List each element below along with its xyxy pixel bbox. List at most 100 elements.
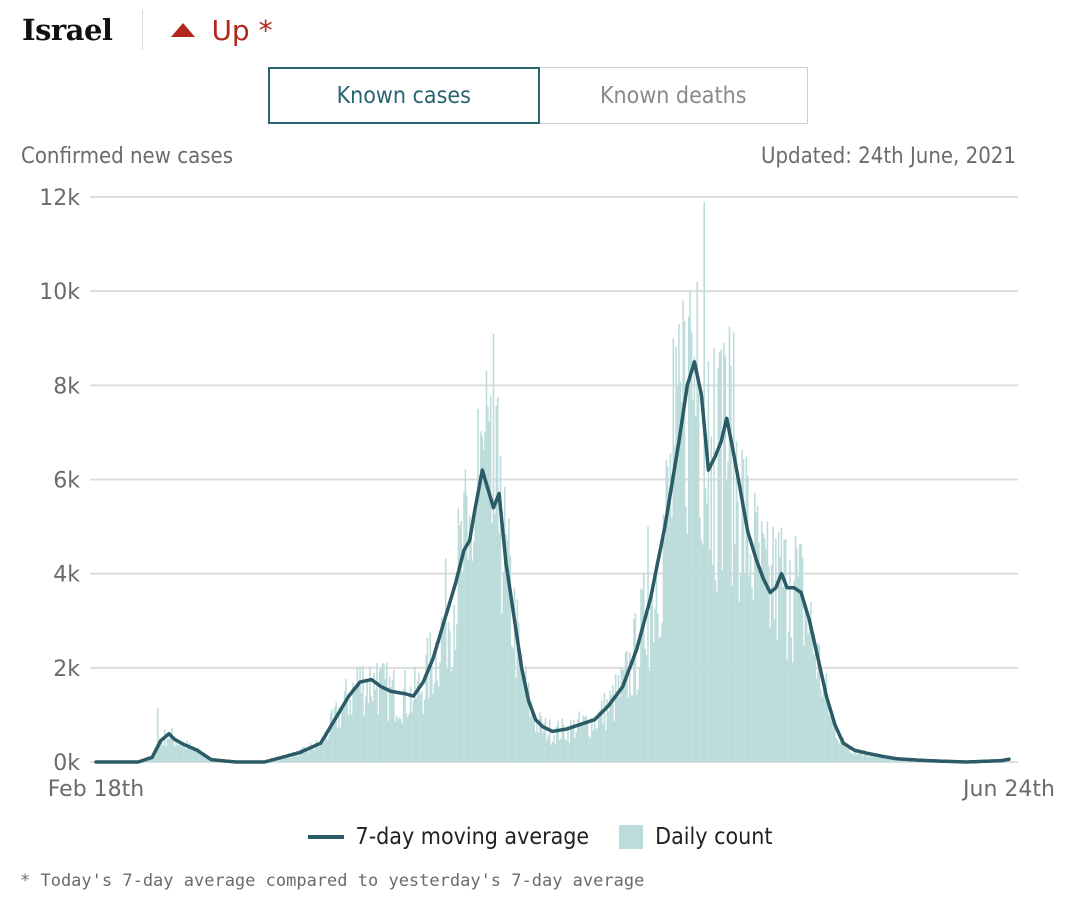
daily-bar [665,460,668,762]
daily-bar [442,622,444,762]
daily-bar [280,757,283,762]
daily-bar [463,491,465,762]
y-tick-label: 6k [53,469,80,494]
daily-bar [731,585,734,762]
x-start-label: Feb 18th [48,777,145,802]
daily-bar [596,728,599,762]
daily-bar [151,756,153,762]
y-tick-label: 2k [53,657,80,682]
daily-bar [886,756,888,762]
daily-bar [173,746,176,762]
daily-bar [428,698,430,762]
daily-bar [516,599,519,762]
daily-bar [194,749,197,762]
daily-bar [543,722,545,762]
daily-bar [454,649,457,762]
daily-bar [897,759,899,762]
daily-bar [650,605,652,762]
daily-bar [343,691,346,762]
daily-bar [457,508,460,762]
daily-bar [787,631,790,762]
y-tick-label: 4k [53,563,80,588]
tab-known-deaths[interactable]: Known deaths [539,67,808,124]
daily-bar [353,689,356,762]
daily-bar [620,667,623,762]
header-divider [142,10,144,50]
daily-bar [393,669,395,762]
daily-bar [659,636,662,762]
daily-bar [491,523,493,762]
daily-bar [707,361,710,762]
daily-bar [492,333,495,762]
daily-bar [607,711,610,762]
trend-label: Up * [211,13,273,47]
country-title: Israel [22,13,113,47]
daily-bar [709,549,711,762]
daily-bar [829,707,832,762]
daily-bar [440,617,443,762]
daily-bar [693,356,696,762]
daily-bar [279,758,281,762]
daily-bar [505,534,507,762]
daily-bar [870,754,873,762]
daily-bar [414,667,416,762]
daily-bar [723,342,725,762]
daily-bar [706,503,708,762]
daily-bar [284,755,287,762]
daily-bar [199,753,201,762]
daily-bar [808,619,811,762]
daily-bar [777,532,780,762]
daily-bar [619,696,621,762]
daily-bar [846,748,849,762]
daily-bar [487,406,489,762]
daily-bar [367,702,370,762]
daily-bar [501,613,503,762]
daily-bar [150,757,152,762]
tab-known-cases[interactable]: Known cases [268,67,540,124]
daily-bar [525,665,527,762]
metric-tabs: Known cases Known deaths [268,67,808,124]
daily-bar [562,724,565,762]
daily-bar [467,559,470,762]
daily-bar [422,713,425,762]
daily-bar [196,748,198,762]
daily-bar [182,744,184,762]
daily-bar [437,686,440,762]
daily-bar [464,468,467,762]
daily-bar [652,642,655,762]
daily-bar [891,758,894,762]
daily-bar [628,652,631,762]
daily-bar [614,674,617,762]
daily-bar [599,709,602,762]
daily-bar [827,698,829,762]
daily-bar [724,355,727,762]
daily-bar [468,515,471,762]
daily-bar [158,743,160,762]
daily-bar [296,750,298,762]
daily-bar [765,549,767,762]
daily-bar [675,346,677,762]
daily-bar [850,752,853,762]
daily-bar [699,517,701,762]
daily-bar [843,742,846,762]
daily-bar [784,539,787,762]
daily-bar [192,747,194,762]
daily-bar [613,721,616,762]
daily-bar [600,700,603,762]
daily-bar [419,694,422,762]
daily-bar [355,685,357,762]
daily-bar [291,751,294,762]
daily-bar [489,395,492,762]
daily-bar [366,679,368,762]
daily-bar [433,683,436,762]
daily-bar [482,449,485,762]
daily-bar [720,349,722,762]
daily-bar [331,709,333,762]
daily-bar [164,729,166,762]
daily-bar [380,667,382,762]
daily-bar [378,669,381,762]
legend-average-label: 7-day moving average [355,824,590,850]
daily-bar [739,573,742,762]
daily-bar [584,717,586,762]
daily-bar [548,719,551,762]
